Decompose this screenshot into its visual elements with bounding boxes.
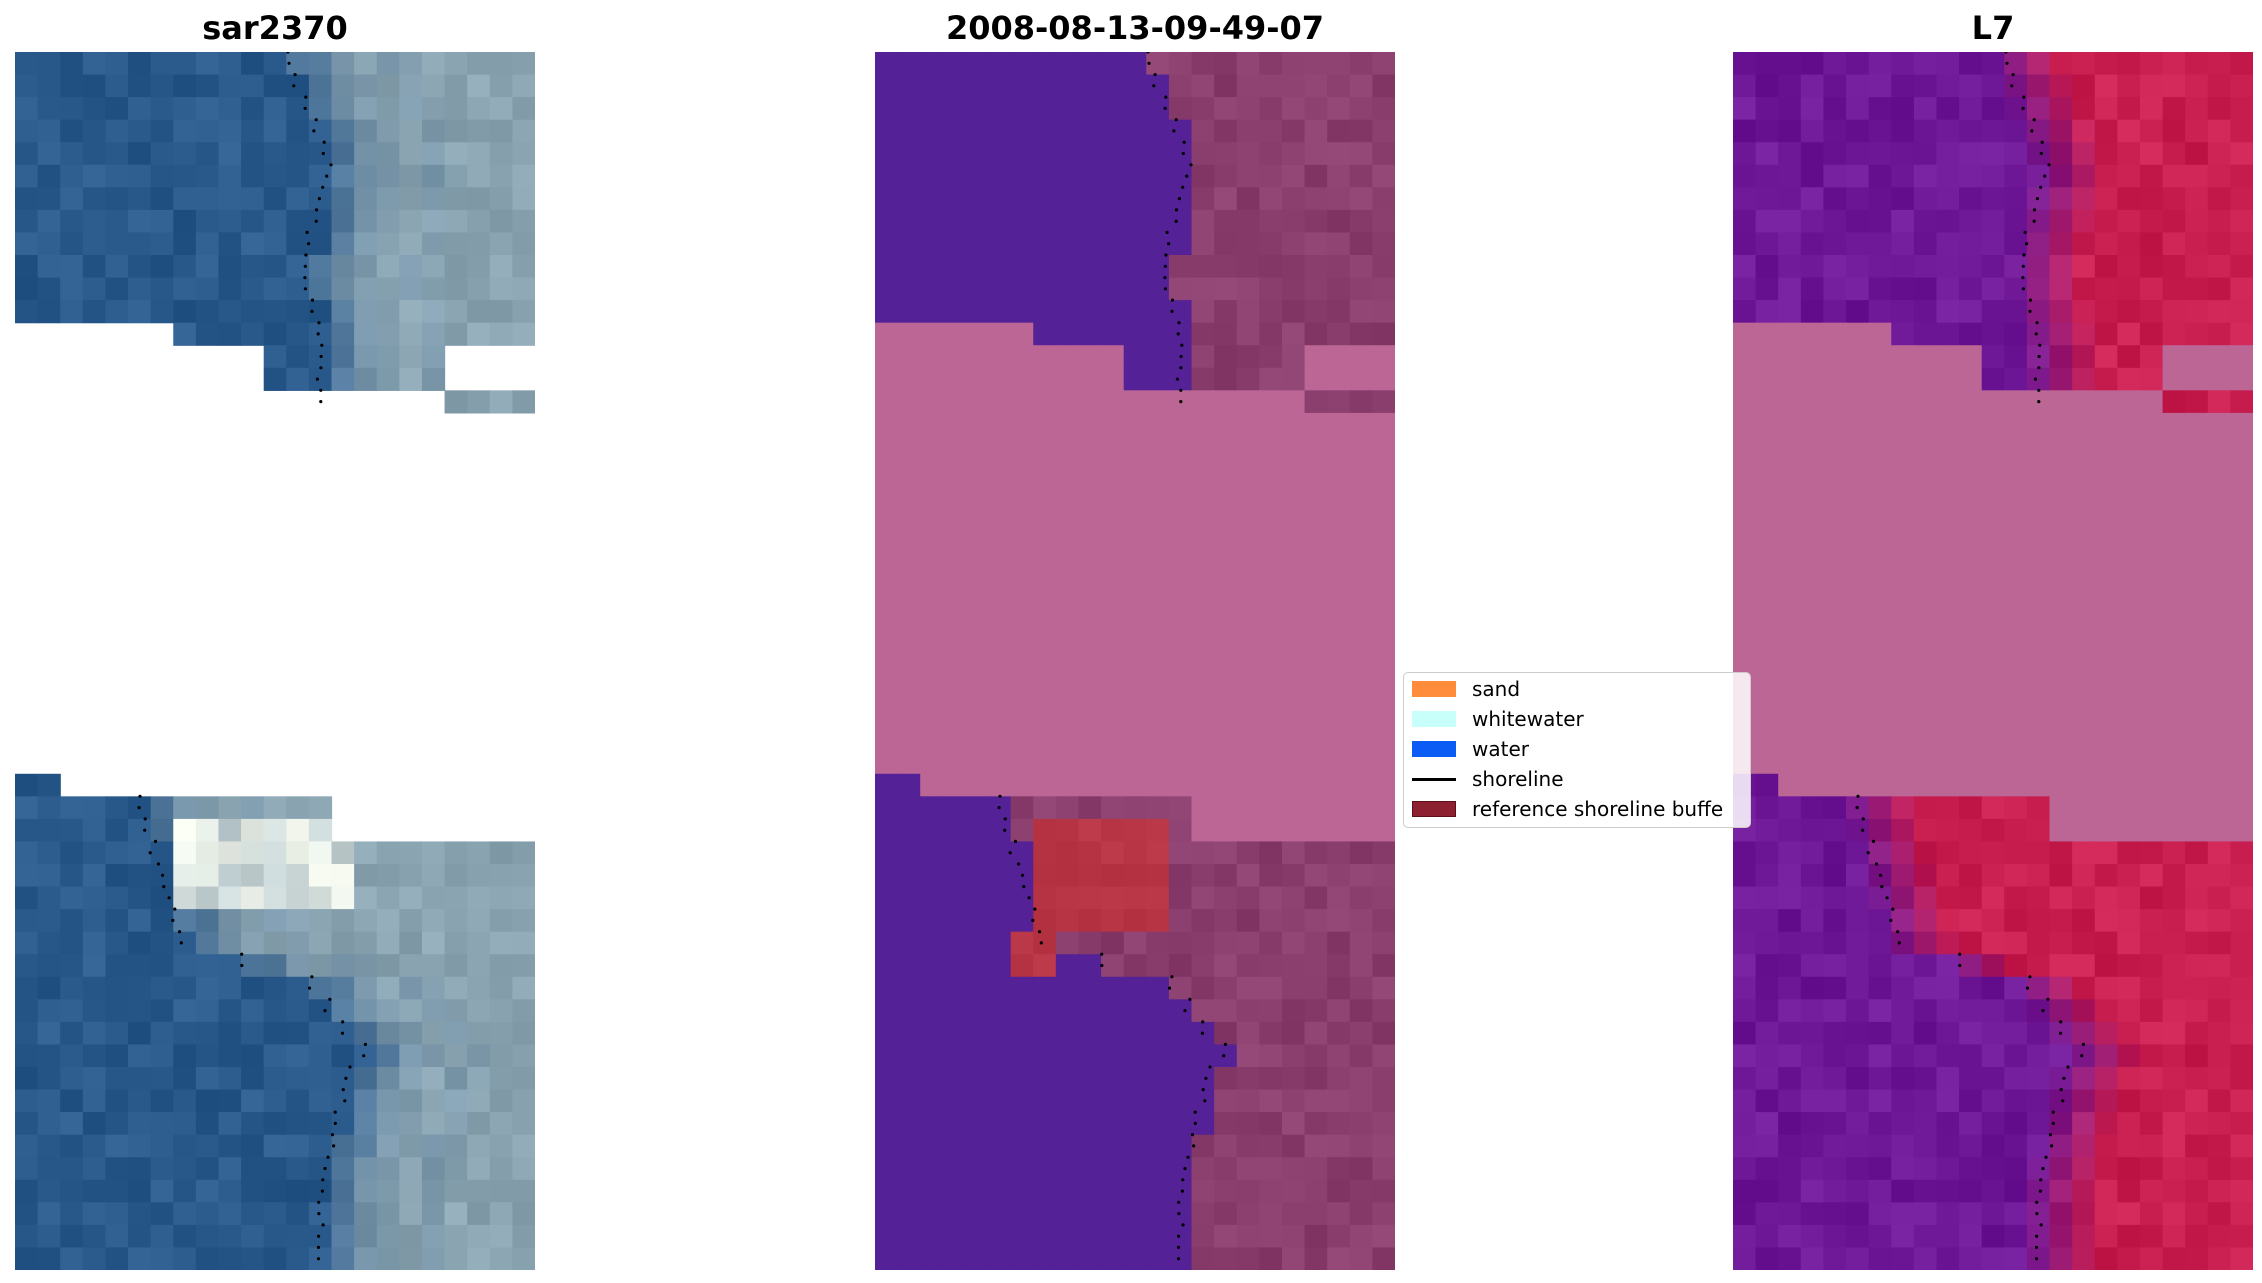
legend-swatch-shoreline (1412, 777, 1456, 781)
classification-image-panel (875, 52, 1395, 1270)
legend-swatch-whitewater (1412, 711, 1456, 727)
rgb-satellite-image (15, 52, 535, 1270)
panel-title-index: L7 (1971, 9, 2015, 47)
legend-label-reference-buffer: reference shoreline buffe (1472, 797, 1724, 821)
legend-swatch-reference-buffer (1412, 801, 1456, 817)
index-image-panel (1733, 52, 2253, 1270)
legend-item-reference-buffer: reference shoreline buffe (1412, 794, 1723, 824)
panel-title-classification: 2008-08-13-09-49-07 (945, 9, 1325, 47)
legend-label-sand: sand (1472, 677, 1521, 701)
legend: sand whitewater water shoreline referenc… (1403, 672, 1751, 828)
panel-title-rgb: sar2370 (202, 9, 348, 47)
legend-item-sand: sand (1412, 674, 1520, 704)
legend-item-whitewater: whitewater (1412, 704, 1584, 734)
classification-shoreline-points (997, 52, 1227, 1261)
index-shoreline-points (1855, 52, 2085, 1261)
legend-label-shoreline: shoreline (1472, 767, 1564, 791)
classification-image (875, 52, 1395, 1270)
legend-label-whitewater: whitewater (1472, 707, 1584, 731)
index-image (1733, 52, 2253, 1270)
legend-item-shoreline: shoreline (1412, 764, 1564, 794)
legend-label-water: water (1472, 737, 1529, 761)
rgb-shoreline-points (137, 52, 367, 1261)
legend-item-water: water (1412, 734, 1529, 764)
rgb-image-panel (15, 52, 535, 1270)
legend-swatch-water (1412, 741, 1456, 757)
legend-swatch-sand (1412, 681, 1456, 697)
